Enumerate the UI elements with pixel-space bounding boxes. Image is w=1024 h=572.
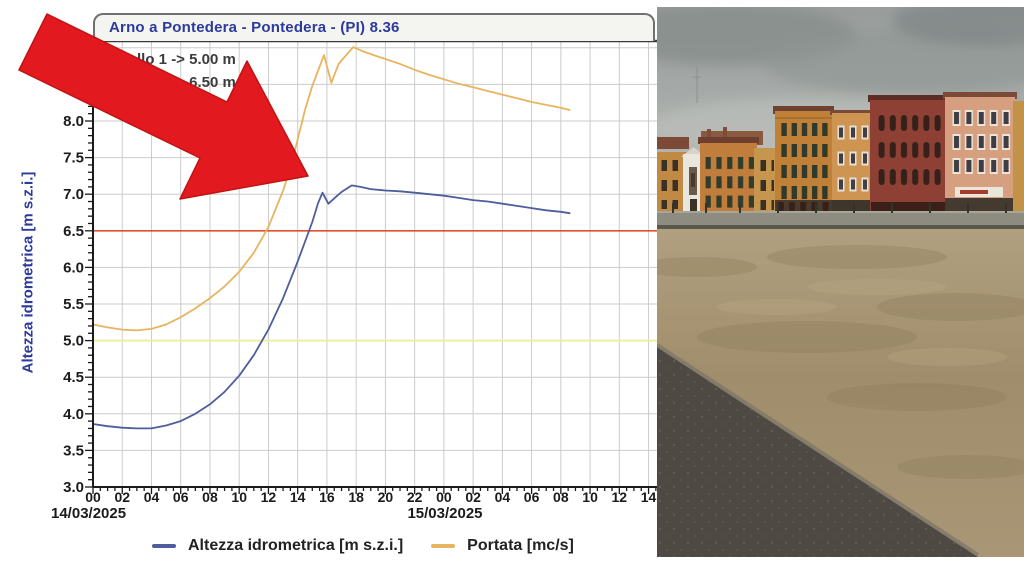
far-roof [657, 137, 689, 149]
x-tick-label: 04 [144, 489, 160, 505]
building-orange-shutters [698, 127, 759, 218]
x-tick-label: 22 [407, 489, 423, 505]
chart-title-bar: Arno a Pontedera - Pontedera - (PI) 8.36 [93, 13, 655, 41]
x-tick-label: 00 [436, 489, 452, 505]
series-curve-0 [92, 184, 571, 430]
altezza-legend-label: Altezza idrometrica [m s.z.i.] [188, 537, 404, 554]
x-tick-label: 06 [524, 489, 540, 505]
x-axis-date-14-03: 14/03/2025 [51, 505, 127, 522]
x-tick-label: 14 [290, 489, 306, 505]
x-tick-label: 10 [582, 489, 598, 505]
x-tick-label: 02 [114, 489, 130, 505]
series-curve-1 [92, 46, 571, 332]
x-tick-label: 08 [202, 489, 218, 505]
building-red-brick [868, 95, 949, 218]
y-tick-label: 3.5 [63, 442, 84, 459]
y-tick-label: 5.0 [63, 333, 84, 350]
building-mustard [754, 148, 776, 218]
x-tick-label: 04 [495, 489, 511, 505]
photo-embankment [657, 203, 1024, 231]
y-tick-label: 4.5 [63, 369, 84, 386]
portata-legend-label: Portata [mc/s] [467, 537, 574, 554]
y-tick-label: 7.5 [63, 150, 84, 167]
x-tick-label: 10 [231, 489, 247, 505]
y-tick-label: 7.0 [63, 186, 84, 203]
x-axis-date-15-03: 15/03/2025 [407, 505, 483, 522]
x-tick-label: 02 [465, 489, 481, 505]
church-facade [681, 147, 706, 218]
building-palazzo-orange [773, 106, 834, 218]
x-tick-label: 18 [348, 489, 364, 505]
x-tick-label: 08 [553, 489, 569, 505]
portata-legend-swatch [431, 544, 456, 548]
red-arrow-shape [18, 13, 309, 200]
x-tick-label: 12 [261, 489, 277, 505]
flood-photo [657, 7, 1024, 557]
statue [691, 173, 695, 187]
x-tick-label: 20 [378, 489, 394, 505]
x-tick-label: 16 [319, 489, 335, 505]
series-legend: Altezza idrometrica [m s.z.i.] Portata [… [152, 537, 602, 555]
building-edge-sliver [1013, 101, 1024, 218]
pavement-edge [657, 343, 980, 557]
x-tick-label: 06 [173, 489, 189, 505]
y-tick-label: 4.0 [63, 406, 84, 423]
lamp-posts [672, 203, 1007, 213]
altezza-legend-swatch [152, 544, 176, 548]
chart-title: Arno a Pontedera - Pontedera - (PI) 8.36 [109, 19, 400, 36]
building-tan [830, 110, 874, 218]
x-tick-label: 00 [85, 489, 101, 505]
y-tick-label: 3.0 [63, 479, 84, 496]
photo-pavement [657, 343, 980, 557]
photo-buildings [657, 67, 1024, 218]
x-tick-label: 14 [641, 489, 657, 505]
y-tick-label: 6.0 [63, 259, 84, 276]
y-tick-label: 6.5 [63, 223, 84, 240]
building-salmon [943, 92, 1017, 218]
red-arrow [18, 13, 309, 200]
tick-labels: 00 02 04 06 08 10 12 14 16 18 20 22 00 02 04 06 08 10 12 14… [63, 113, 656, 505]
x-tick-label: 12 [612, 489, 628, 505]
y-tick-label: 5.5 [63, 296, 84, 313]
y-tick-label: 8.0 [63, 113, 84, 130]
